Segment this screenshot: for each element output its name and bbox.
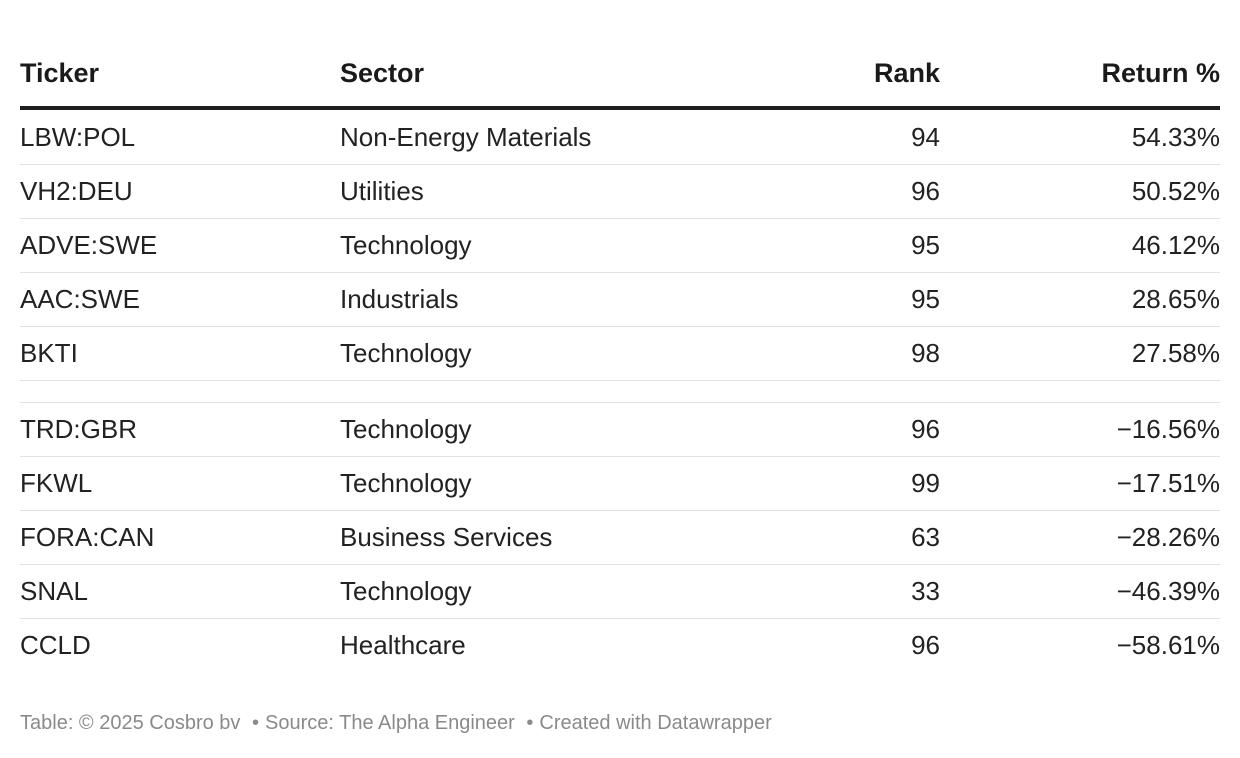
table-row: TRD:GBR Technology 96 −16.56% xyxy=(20,402,1220,457)
header-return[interactable]: Return % xyxy=(940,40,1220,110)
table-row: CCLD Healthcare 96 −58.61% xyxy=(20,619,1220,673)
cell-ticker: FKWL xyxy=(20,456,340,511)
cell-return: 28.65% xyxy=(940,272,1220,327)
cell-sector: Healthcare xyxy=(340,630,466,660)
cell-return: 54.33% xyxy=(940,108,1220,165)
table-row: LBW:POL Non-Energy Materials 94 54.33% xyxy=(20,108,1220,165)
cell-rank: 98 xyxy=(760,326,940,381)
data-table-container: Ticker Sector Rank Return % LBW:POL Non-E… xyxy=(20,40,1220,672)
cell-rank: 95 xyxy=(760,218,940,273)
footer-separator: • xyxy=(251,712,259,734)
cell-ticker: ADVE:SWE xyxy=(20,218,340,273)
cell-sector: Non-Energy Materials xyxy=(340,108,760,165)
table-row: SNAL Technology 33 −46.39% xyxy=(20,564,1220,619)
cell-rank: 95 xyxy=(760,272,940,327)
cell-ticker: FORA:CAN xyxy=(20,510,340,565)
footer-source: Source: The Alpha Engineer xyxy=(265,712,515,734)
cell-rank: 94 xyxy=(760,108,940,165)
table-row: ADVE:SWE Technology 95 46.12% xyxy=(20,218,1220,273)
header-sector[interactable]: Sector xyxy=(340,40,760,110)
footer-credit: Table: © 2025 Cosbro bv xyxy=(20,712,241,734)
group-spacer-row xyxy=(20,380,1220,403)
table-row: FKWL Technology 99 −17.51% xyxy=(20,456,1220,511)
returns-table: Ticker Sector Rank Return % LBW:POL Non-E… xyxy=(20,40,1220,672)
table-row: BKTI Technology 98 27.58% xyxy=(20,326,1220,381)
cell-sector: Industrials xyxy=(340,272,760,327)
header-row: Ticker Sector Rank Return % xyxy=(20,40,1220,110)
cell-rank: 99 xyxy=(760,456,940,511)
cell-ticker: AAC:SWE xyxy=(20,272,340,327)
cell-return: −28.26% xyxy=(940,510,1220,565)
cell-sector: Technology xyxy=(340,456,760,511)
cell-return: 27.58% xyxy=(940,326,1220,381)
cell-return: −16.56% xyxy=(940,402,1220,457)
header-ticker[interactable]: Ticker xyxy=(20,40,340,110)
footer-credits: Table: © 2025 Cosbro bv • Source: The Alp… xyxy=(20,712,772,735)
cell-sector: Business Services xyxy=(340,510,760,565)
cell-ticker: BKTI xyxy=(20,326,340,381)
cell-ticker: CCLD xyxy=(20,630,91,660)
table-body: LBW:POL Non-Energy Materials 94 54.33% VH2:D… xyxy=(20,108,1220,672)
cell-rank: 96 xyxy=(911,630,940,660)
cell-return: 46.12% xyxy=(940,218,1220,273)
cell-sector: Technology xyxy=(340,564,760,619)
cell-return: 50.52% xyxy=(940,164,1220,219)
table-row: AAC:SWE Industrials 95 28.65% xyxy=(20,272,1220,327)
cell-sector: Technology xyxy=(340,218,760,273)
cell-sector: Utilities xyxy=(340,164,760,219)
cell-ticker: TRD:GBR xyxy=(20,402,340,457)
footer-created-with: Created with Datawrapper xyxy=(539,712,772,734)
cell-return: −58.61% xyxy=(1116,630,1220,660)
cell-ticker: LBW:POL xyxy=(20,108,340,165)
cell-return: −17.51% xyxy=(940,456,1220,511)
header-rank[interactable]: Rank xyxy=(760,40,940,110)
footer-separator: • xyxy=(526,712,534,734)
cell-ticker: VH2:DEU xyxy=(20,164,340,219)
cell-sector: Technology xyxy=(340,402,760,457)
cell-rank: 63 xyxy=(760,510,940,565)
table-row: VH2:DEU Utilities 96 50.52% xyxy=(20,164,1220,219)
cell-sector: Technology xyxy=(340,326,760,381)
cell-rank: 96 xyxy=(760,164,940,219)
spacer-cell xyxy=(20,380,1220,403)
cell-return: −46.39% xyxy=(940,564,1220,619)
cell-rank: 96 xyxy=(760,402,940,457)
cell-rank: 33 xyxy=(760,564,940,619)
table-row: FORA:CAN Business Services 63 −28.26% xyxy=(20,510,1220,565)
cell-ticker: SNAL xyxy=(20,564,340,619)
